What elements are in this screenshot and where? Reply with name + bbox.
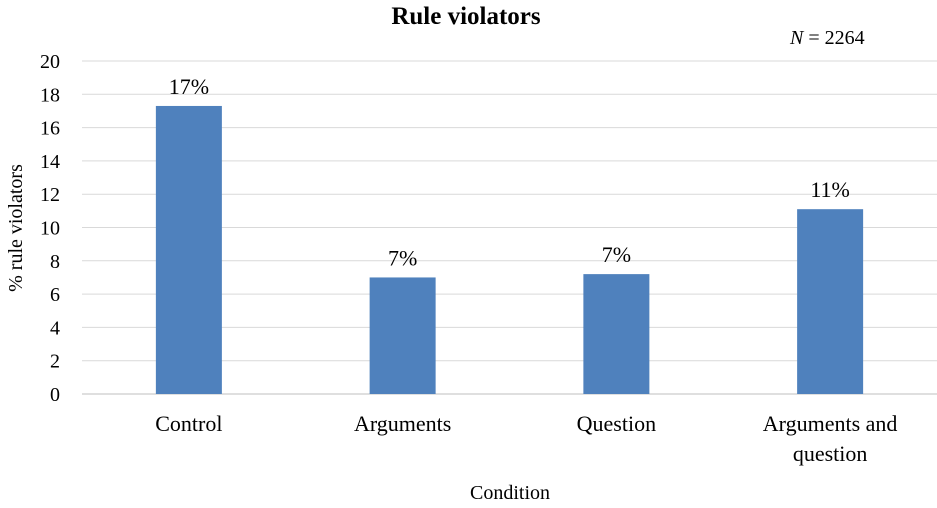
category-label-line: question xyxy=(793,441,868,466)
annotation-value: = 2264 xyxy=(803,27,864,49)
y-tick-label: 6 xyxy=(50,284,60,306)
y-tick-label: 2 xyxy=(50,351,60,373)
y-axis-label: % rule violators xyxy=(5,164,27,292)
sample-size-annotation: N = 2264 xyxy=(789,27,865,49)
y-tick-label: 10 xyxy=(40,218,60,240)
gridlines xyxy=(82,60,937,395)
bar xyxy=(583,274,650,394)
y-tick-label: 16 xyxy=(40,118,60,140)
data-label: 17% xyxy=(169,74,209,99)
y-tick-label: 8 xyxy=(50,251,60,273)
chart-title: Rule violators xyxy=(391,3,541,30)
annotation-n: N xyxy=(789,27,805,49)
bar xyxy=(797,209,864,394)
bar xyxy=(369,277,436,394)
category-label: Arguments xyxy=(354,411,451,436)
y-tick-label: 14 xyxy=(40,151,60,173)
data-labels: 17% 7% 7% 11% xyxy=(169,74,850,270)
bars xyxy=(155,105,864,394)
data-label: 7% xyxy=(602,242,631,267)
data-label: 7% xyxy=(388,245,417,270)
category-label-line: Control xyxy=(155,411,222,436)
bar xyxy=(155,105,222,394)
data-label: 11% xyxy=(810,177,850,202)
x-axis-label: Condition xyxy=(470,482,550,504)
category-label: Question xyxy=(577,411,656,436)
y-tick-label: 20 xyxy=(40,51,60,73)
y-tick-label: 18 xyxy=(40,84,60,106)
y-axis-ticks: 0 2 4 6 8 10 12 14 16 18 20 xyxy=(40,51,60,406)
category-label-line: Arguments and xyxy=(763,411,898,436)
category-label-line: Question xyxy=(577,411,656,436)
category-labels: Control Arguments Question Arguments and que… xyxy=(155,411,897,466)
y-tick-label: 12 xyxy=(40,184,60,206)
category-label-line: Arguments xyxy=(354,411,451,436)
category-label: Control xyxy=(155,411,222,436)
category-label: Arguments and question xyxy=(763,411,898,466)
y-tick-label: 4 xyxy=(50,317,60,339)
y-tick-label: 0 xyxy=(50,384,60,406)
